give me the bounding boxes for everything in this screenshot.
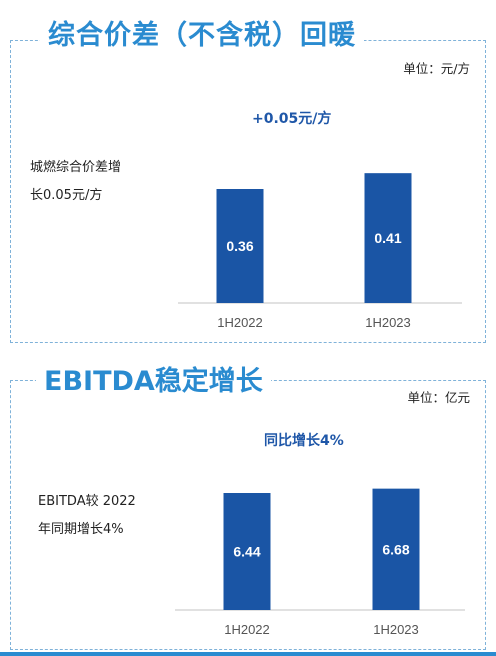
ebitda-headline: 同比增长4%: [264, 433, 344, 449]
chart-1-data-label-1H2022: 0.36: [226, 238, 253, 254]
chart-1-category-label-1H2023: 1H2023: [365, 315, 411, 330]
chart-2-bar-1H2023: [372, 488, 420, 610]
ebitda-title: EBITDA稳定增长: [36, 364, 271, 400]
price-spread-title: 综合价差（不含税）回暖: [40, 18, 364, 54]
price-spread-unit: 单位：元/方: [403, 61, 470, 76]
ebitda-note: EBITDA较 2022 年同期增长4%: [38, 488, 136, 544]
ebitda-note-line-2: 年同期增长4%: [38, 522, 124, 537]
ebitda-note-line-1: EBITDA较 2022: [38, 494, 136, 509]
chart-2-bar-1H2022: [223, 493, 271, 610]
bottom-accent-strip: [0, 652, 496, 656]
price-spread-note: 城燃综合价差增 长0.05元/方: [30, 154, 121, 210]
ebitda-unit: 单位：亿元: [407, 390, 470, 405]
price-spread-note-line-1: 城燃综合价差增: [30, 160, 122, 175]
chart-1-bar-1H2022: [216, 189, 264, 303]
chart-2-data-label-1H2022: 6.44: [233, 544, 260, 560]
chart-2-data-label-1H2023: 6.68: [382, 541, 409, 557]
chart-1-bar-1H2023: [364, 173, 412, 303]
price-spread-headline: +0.05元/方: [252, 111, 332, 127]
chart-1-category-label-1H2022: 1H2022: [217, 315, 263, 330]
chart-2-category-label-1H2023: 1H2023: [373, 622, 419, 637]
price-spread-note-line-2: 长0.05元/方: [30, 188, 103, 203]
chart-2-category-label-1H2022: 1H2022: [224, 622, 270, 637]
chart-1-data-label-1H2023: 0.41: [374, 230, 401, 246]
